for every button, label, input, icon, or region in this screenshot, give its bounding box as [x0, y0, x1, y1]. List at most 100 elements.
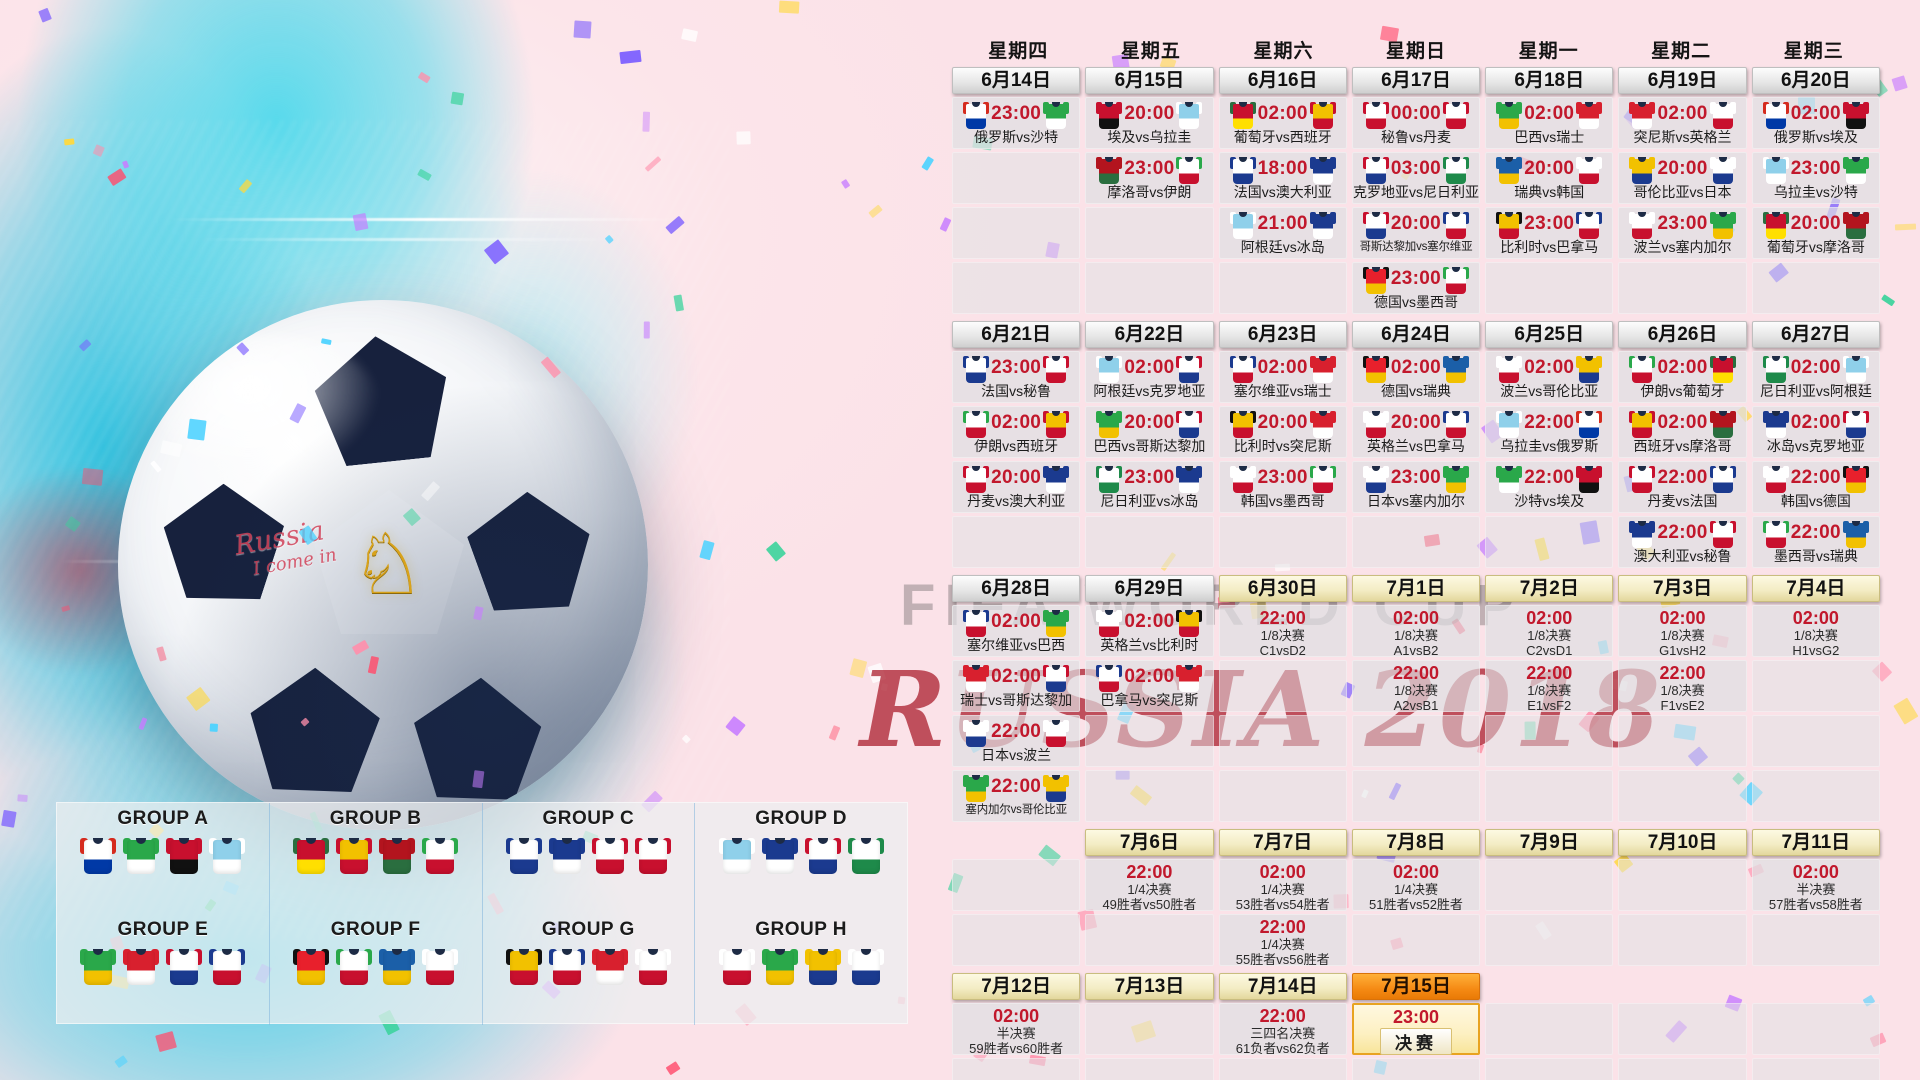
match-card[interactable]: 21:00 阿根廷vs冰岛 — [1218, 207, 1347, 259]
date-header[interactable]: 6月27日 — [1751, 321, 1880, 348]
match-card[interactable]: 22:00 日本vs波兰 — [952, 715, 1081, 767]
match-card[interactable]: 23:00 法国vs秘鲁 — [952, 351, 1081, 403]
match-card[interactable]: 20:00 葡萄牙vs摩洛哥 — [1751, 207, 1880, 259]
match-card[interactable]: 22:00 澳大利亚vs秘鲁 — [1618, 516, 1747, 568]
knockout-card[interactable]: 22:00 1/8决赛 C1vsD2 — [1218, 605, 1347, 657]
date-header[interactable]: 6月18日 — [1485, 67, 1614, 94]
group-box-group-c[interactable]: GROUP C — [481, 803, 695, 914]
date-header[interactable]: 6月16日 — [1218, 67, 1347, 94]
match-card[interactable]: 23:00 韩国vs墨西哥 — [1218, 461, 1347, 513]
match-card[interactable]: 02:00 英格兰vs比利时 — [1085, 605, 1214, 657]
match-card[interactable]: 23:00 俄罗斯vs沙特 — [952, 97, 1081, 149]
match-card[interactable]: 20:00 比利时vs突尼斯 — [1218, 406, 1347, 458]
group-box-group-d[interactable]: GROUP D — [694, 803, 907, 914]
match-card[interactable]: 22:00 乌拉圭vs俄罗斯 — [1485, 406, 1614, 458]
date-header[interactable]: 7月13日 — [1085, 973, 1214, 1000]
match-card[interactable]: 22:00 塞内加尔vs哥伦比亚 — [952, 770, 1081, 822]
knockout-card[interactable]: 22:00 1/8决赛 A2vsB1 — [1351, 660, 1481, 712]
date-header[interactable]: 7月14日 — [1218, 973, 1347, 1000]
date-header[interactable]: 6月22日 — [1085, 321, 1214, 348]
date-header[interactable]: 6月14日 — [952, 67, 1081, 94]
date-header[interactable]: 7月2日 — [1485, 575, 1614, 602]
date-header[interactable]: 7月15日 — [1351, 973, 1481, 1000]
date-header[interactable]: 7月4日 — [1751, 575, 1880, 602]
match-card[interactable]: 00:00 秘鲁vs丹麦 — [1351, 97, 1481, 149]
match-card[interactable]: 23:00 德国vs墨西哥 — [1351, 262, 1481, 314]
date-header[interactable]: 6月19日 — [1618, 67, 1747, 94]
knockout-card[interactable]: 22:00 1/8决赛 E1vsF2 — [1485, 660, 1614, 712]
match-card[interactable]: 23:00 摩洛哥vs伊朗 — [1085, 152, 1214, 204]
date-header[interactable]: 7月11日 — [1751, 829, 1880, 856]
match-card[interactable]: 02:00 瑞士vs哥斯达黎加 — [952, 660, 1081, 712]
match-card[interactable]: 02:00 塞尔维亚vs瑞士 — [1218, 351, 1347, 403]
group-box-group-h[interactable]: GROUP H — [694, 914, 907, 1025]
match-card[interactable]: 02:00 西班牙vs摩洛哥 — [1618, 406, 1747, 458]
knockout-card[interactable]: 02:00 1/4决赛 51胜者vs52胜者 — [1351, 859, 1481, 911]
group-box-group-b[interactable]: GROUP B — [268, 803, 482, 914]
match-card[interactable]: 02:00 尼日利亚vs阿根廷 — [1751, 351, 1880, 403]
match-card[interactable]: 20:00 埃及vs乌拉圭 — [1085, 97, 1214, 149]
group-box-group-e[interactable]: GROUP E — [57, 914, 269, 1025]
knockout-card[interactable]: 02:00 1/8决赛 A1vsB2 — [1351, 605, 1481, 657]
knockout-card[interactable]: 22:00 1/8决赛 F1vsE2 — [1618, 660, 1747, 712]
date-header[interactable]: 6月25日 — [1485, 321, 1614, 348]
match-card[interactable]: 20:00 英格兰vs巴拿马 — [1351, 406, 1481, 458]
match-card[interactable]: 22:00 墨西哥vs瑞典 — [1751, 516, 1880, 568]
match-card[interactable]: 02:00 德国vs瑞典 — [1351, 351, 1481, 403]
match-card[interactable]: 03:00 克罗地亚vs尼日利亚 — [1351, 152, 1481, 204]
knockout-card[interactable]: 02:00 半决赛 57胜者vs58胜者 — [1751, 859, 1880, 911]
date-header[interactable]: 6月20日 — [1751, 67, 1880, 94]
final-match-card[interactable]: 23:00 决赛 — [1351, 1003, 1481, 1055]
date-header[interactable]: 6月29日 — [1085, 575, 1214, 602]
date-header[interactable]: 6月23日 — [1218, 321, 1347, 348]
match-card[interactable]: 22:00 沙特vs埃及 — [1485, 461, 1614, 513]
date-header[interactable]: 7月3日 — [1618, 575, 1747, 602]
knockout-card[interactable]: 22:00 三四名决赛 61负者vs62负者 — [1218, 1003, 1347, 1055]
knockout-card[interactable]: 22:00 1/4决赛 55胜者vs56胜者 — [1218, 914, 1347, 966]
date-header[interactable]: 7月8日 — [1351, 829, 1481, 856]
match-card[interactable]: 02:00 冰岛vs克罗地亚 — [1751, 406, 1880, 458]
match-card[interactable]: 20:00 瑞典vs韩国 — [1485, 152, 1614, 204]
date-header[interactable]: 7月1日 — [1351, 575, 1481, 602]
match-card[interactable]: 23:00 乌拉圭vs沙特 — [1751, 152, 1880, 204]
match-card[interactable]: 02:00 塞尔维亚vs巴西 — [952, 605, 1081, 657]
match-card[interactable]: 23:00 尼日利亚vs冰岛 — [1085, 461, 1214, 513]
knockout-card[interactable]: 22:00 1/4决赛 49胜者vs50胜者 — [1085, 859, 1214, 911]
date-header[interactable]: 6月28日 — [952, 575, 1081, 602]
date-header[interactable]: 6月17日 — [1351, 67, 1481, 94]
match-card[interactable]: 02:00 波兰vs哥伦比亚 — [1485, 351, 1614, 403]
match-card[interactable]: 02:00 巴拿马vs突尼斯 — [1085, 660, 1214, 712]
match-card[interactable]: 02:00 伊朗vs西班牙 — [952, 406, 1081, 458]
match-card[interactable]: 20:00 巴西vs哥斯达黎加 — [1085, 406, 1214, 458]
date-header[interactable]: 7月7日 — [1218, 829, 1347, 856]
knockout-card[interactable]: 02:00 1/4决赛 53胜者vs54胜者 — [1218, 859, 1347, 911]
match-card[interactable]: 02:00 俄罗斯vs埃及 — [1751, 97, 1880, 149]
match-card[interactable]: 23:00 比利时vs巴拿马 — [1485, 207, 1614, 259]
date-header[interactable]: 6月15日 — [1085, 67, 1214, 94]
match-card[interactable]: 18:00 法国vs澳大利亚 — [1218, 152, 1347, 204]
match-card[interactable]: 22:00 韩国vs德国 — [1751, 461, 1880, 513]
date-header[interactable]: 7月12日 — [952, 973, 1081, 1000]
knockout-card[interactable]: 02:00 半决赛 59胜者vs60胜者 — [952, 1003, 1081, 1055]
match-card[interactable]: 02:00 巴西vs瑞士 — [1485, 97, 1614, 149]
match-card[interactable]: 20:00 丹麦vs澳大利亚 — [952, 461, 1081, 513]
match-card[interactable]: 02:00 伊朗vs葡萄牙 — [1618, 351, 1747, 403]
date-header[interactable]: 7月10日 — [1618, 829, 1747, 856]
match-card[interactable]: 02:00 葡萄牙vs西班牙 — [1218, 97, 1347, 149]
knockout-card[interactable]: 02:00 1/8决赛 H1vsG2 — [1751, 605, 1880, 657]
match-card[interactable]: 23:00 波兰vs塞内加尔 — [1618, 207, 1747, 259]
knockout-card[interactable]: 02:00 1/8决赛 G1vsH2 — [1618, 605, 1747, 657]
knockout-card[interactable]: 02:00 1/8决赛 C2vsD1 — [1485, 605, 1614, 657]
date-header[interactable]: 6月30日 — [1218, 575, 1347, 602]
date-header[interactable]: 6月26日 — [1618, 321, 1747, 348]
match-card[interactable]: 02:00 阿根廷vs克罗地亚 — [1085, 351, 1214, 403]
match-card[interactable]: 23:00 日本vs塞内加尔 — [1351, 461, 1481, 513]
group-box-group-g[interactable]: GROUP G — [481, 914, 695, 1025]
date-header[interactable]: 6月24日 — [1351, 321, 1481, 348]
date-header[interactable]: 6月21日 — [952, 321, 1081, 348]
date-header[interactable]: 7月9日 — [1485, 829, 1614, 856]
group-box-group-f[interactable]: GROUP F — [268, 914, 482, 1025]
date-header[interactable]: 7月6日 — [1085, 829, 1214, 856]
match-card[interactable]: 22:00 丹麦vs法国 — [1618, 461, 1747, 513]
match-card[interactable]: 02:00 突尼斯vs英格兰 — [1618, 97, 1747, 149]
